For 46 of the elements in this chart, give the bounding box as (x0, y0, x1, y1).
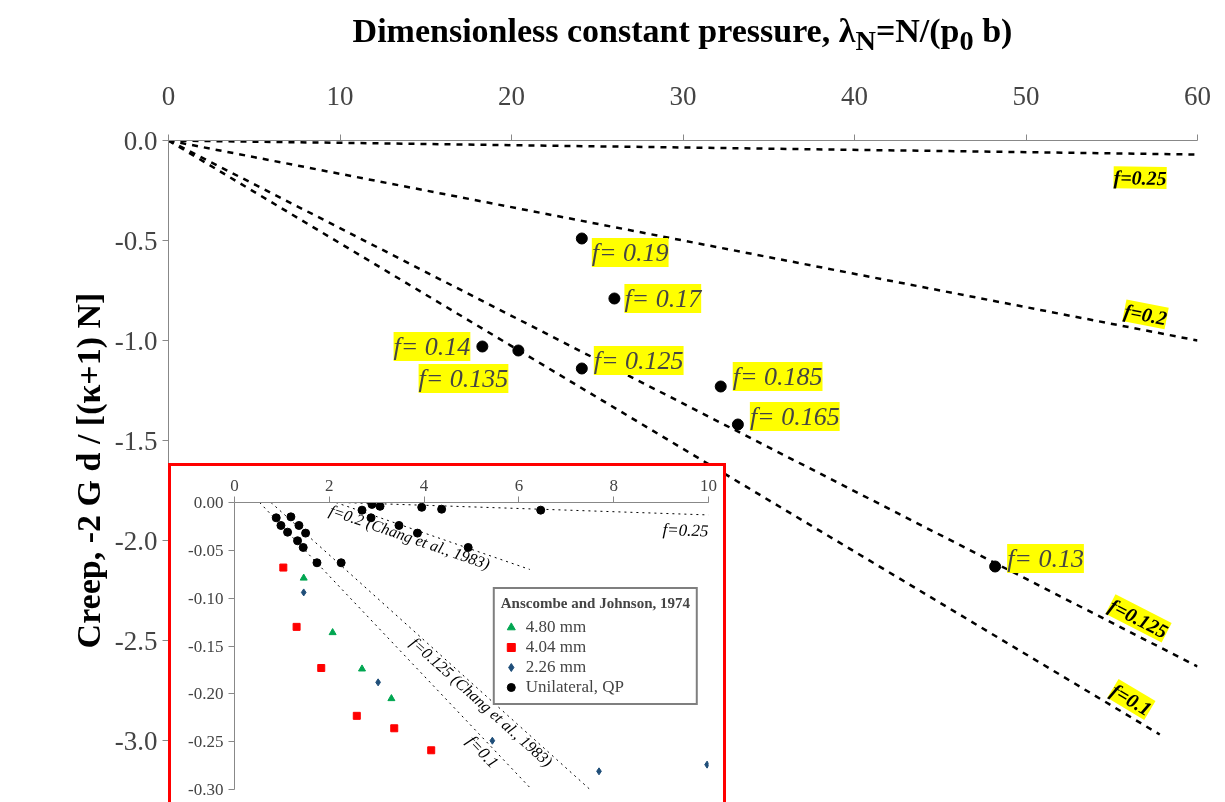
annotation: f= 0.13 (1007, 544, 1084, 573)
x-tick-label: 10 (326, 80, 354, 111)
x-axis-title: Dimensionless constant pressure, λ$_{N}$=N/(p$_{0}$ b) (352, 11, 1013, 58)
annotation: f= 0.185 (732, 362, 823, 391)
y-tick-label: -0.5 (114, 225, 158, 256)
y-tick-label: -3.0 (114, 725, 158, 756)
legend-label: Unilateral, QP (525, 676, 624, 697)
x-tick-label: 8 (609, 475, 618, 495)
series-label: f=0.25 (1113, 166, 1167, 191)
y-tick-label: -0.10 (188, 588, 224, 608)
y-tick-label: -0.25 (188, 732, 224, 752)
y-tick-label: -0.15 (188, 636, 224, 656)
legend-label: 4.04 mm (525, 636, 587, 657)
annotation: f= 0.19 (591, 238, 669, 267)
y-tick-label: -0.05 (188, 540, 224, 560)
y-tick-label: -1.0 (114, 325, 158, 356)
text: f=0.2 (1122, 299, 1169, 331)
y-tick-label: -2.5 (114, 625, 158, 656)
x-tick-label: 6 (514, 475, 524, 495)
y-axis-title: Creep, -2 G d / [(κ+1) N] (69, 292, 108, 649)
x-tick-label: 20 (498, 80, 525, 111)
y-tick-label: -0.20 (188, 684, 224, 704)
annotation: f= 0.135 (418, 364, 509, 393)
x-tick-label: 60 (1184, 80, 1211, 111)
y-tick-label: 0.0 (123, 125, 158, 156)
y-tick-label: -1.5 (114, 425, 158, 456)
text: f=0.2 (Chang et al., 1983) (326, 501, 493, 574)
x-tick-label: 0 (230, 475, 239, 495)
annotation: f= 0.14 (393, 332, 471, 361)
series-label: f=0.25 (662, 519, 709, 541)
x-tick-label: 10 (700, 475, 717, 495)
x-tick-label: 2 (325, 475, 334, 495)
x-tick-label: 50 (1012, 80, 1040, 111)
x-tick-label: 40 (841, 80, 868, 111)
legend-title: Anscombe and Johnson, 1974 (500, 594, 690, 612)
annotation: f= 0.165 (749, 402, 840, 431)
x-tick-label: 4 (419, 475, 429, 495)
y-tick-label: 0.00 (193, 493, 224, 512)
text: f=0.1 (1106, 678, 1156, 721)
legend-label: 2.26 mm (525, 656, 587, 677)
y-tick-label: -2.0 (114, 525, 158, 556)
annotation: f= 0.125 (593, 346, 684, 375)
x-tick-label: 30 (669, 80, 697, 111)
legend-label: 4.80 mm (525, 616, 587, 637)
x-tick-label: 0 (161, 80, 176, 111)
y-tick-label: -0.30 (188, 780, 224, 799)
